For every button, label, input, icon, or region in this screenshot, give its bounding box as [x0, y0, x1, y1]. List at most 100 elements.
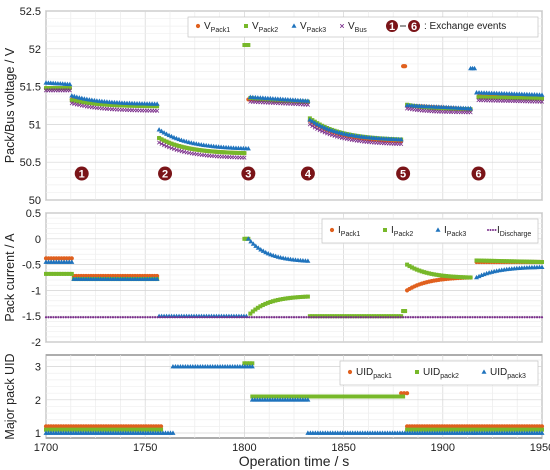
- data-point: [66, 427, 71, 432]
- data-point: [79, 100, 84, 105]
- data-point: [300, 294, 305, 299]
- data-point: [62, 271, 67, 276]
- data-point: [155, 273, 160, 279]
- data-point: [532, 96, 537, 101]
- x-tick-label: 1750: [133, 442, 157, 454]
- data-point: [242, 155, 247, 160]
- data-point: [485, 427, 490, 432]
- data-point: [346, 394, 351, 399]
- data-point: [442, 427, 447, 432]
- data-point: [474, 274, 480, 280]
- data-point: [101, 427, 106, 432]
- data-point: [290, 316, 293, 319]
- data-point: [397, 316, 400, 319]
- data-point: [202, 148, 207, 153]
- data-point: [530, 96, 535, 101]
- data-point: [322, 314, 327, 319]
- data-point: [155, 104, 160, 109]
- data-point: [288, 295, 293, 300]
- data-point: [373, 394, 378, 399]
- data-point: [369, 314, 374, 319]
- data-point: [507, 259, 512, 264]
- data-point: [307, 122, 312, 127]
- data-point: [51, 86, 56, 91]
- data-point: [415, 427, 420, 432]
- data-point: [79, 316, 82, 319]
- data-point: [297, 316, 301, 319]
- data-point: [539, 92, 545, 97]
- data-point: [74, 427, 79, 432]
- legend-marker: [291, 23, 297, 28]
- data-point: [334, 134, 340, 139]
- data-point: [265, 394, 270, 399]
- data-point: [159, 427, 164, 432]
- data-point: [99, 427, 104, 432]
- data-point: [64, 271, 69, 276]
- data-point: [465, 427, 470, 432]
- data-point: [459, 316, 462, 319]
- data-point: [164, 144, 169, 149]
- data-point: [376, 314, 381, 319]
- data-point: [99, 102, 104, 107]
- y-tick-label: 3: [35, 362, 41, 374]
- data-point: [496, 316, 499, 319]
- data-point: [491, 95, 496, 100]
- data-point: [325, 314, 330, 319]
- data-point: [253, 243, 259, 248]
- data-point: [535, 316, 539, 319]
- data-point: [441, 316, 444, 319]
- data-point: [67, 81, 73, 87]
- data-point: [59, 427, 64, 432]
- legend-label: IPack1: [338, 225, 360, 238]
- event-marker-4: 4: [300, 166, 315, 181]
- data-point: [474, 258, 479, 263]
- legend-marker: [481, 369, 487, 374]
- data-point: [344, 314, 349, 319]
- data-point: [307, 394, 312, 399]
- data-point: [332, 316, 335, 319]
- x-tick-label: 1700: [34, 442, 58, 454]
- data-point: [268, 300, 273, 305]
- data-point: [501, 316, 504, 319]
- data-point: [207, 149, 212, 154]
- data-point: [280, 296, 285, 301]
- data-point: [472, 427, 477, 432]
- data-point: [166, 132, 172, 138]
- data-point: [483, 316, 487, 319]
- data-point: [525, 96, 530, 101]
- data-point: [169, 141, 174, 146]
- data-point: [444, 274, 449, 279]
- data-point: [492, 427, 497, 432]
- data-point: [213, 316, 216, 319]
- data-point: [312, 314, 317, 319]
- data-point: [292, 316, 296, 319]
- data-point: [487, 427, 492, 432]
- data-point: [44, 427, 48, 432]
- legend-label: VPack3: [300, 21, 326, 34]
- data-point: [107, 102, 112, 107]
- data-point: [127, 103, 132, 108]
- data-point: [285, 316, 288, 319]
- data-point: [117, 103, 122, 108]
- data-point: [164, 139, 169, 144]
- data-point: [44, 86, 48, 91]
- data-point: [449, 316, 452, 319]
- data-point: [82, 100, 87, 105]
- y-tick-label: 1: [35, 428, 41, 440]
- data-point: [114, 316, 117, 319]
- data-point: [473, 316, 477, 319]
- data-point: [302, 316, 306, 319]
- data-point: [156, 427, 161, 432]
- data-point: [53, 86, 58, 91]
- data-point: [184, 145, 189, 150]
- legend-box: [321, 218, 539, 244]
- data-point: [398, 136, 404, 142]
- data-point: [507, 427, 512, 432]
- data-point: [458, 275, 463, 280]
- data-point: [199, 148, 204, 153]
- data-point: [393, 394, 398, 399]
- data-point: [46, 271, 51, 276]
- data-point: [518, 316, 521, 319]
- event-label: 5: [400, 169, 406, 181]
- data-point: [320, 314, 325, 319]
